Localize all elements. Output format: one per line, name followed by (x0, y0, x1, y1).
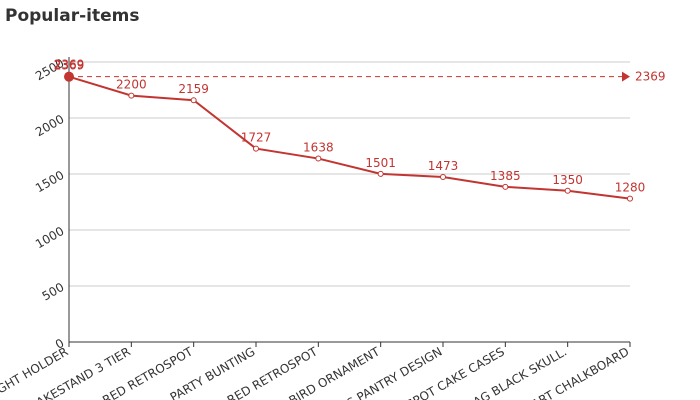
value-label: 2200 (116, 78, 147, 92)
point (440, 174, 446, 181)
value-label: 2369 (54, 59, 85, 73)
y-tick-label: 500 (40, 280, 67, 304)
y-tick-label: 1500 (33, 168, 66, 195)
point (128, 92, 135, 99)
point (627, 195, 633, 202)
point (502, 183, 509, 190)
line (68, 75, 631, 200)
max-point-label: 2369 (54, 58, 85, 72)
value-label: 1501 (365, 156, 396, 170)
point (377, 170, 384, 177)
point (315, 155, 322, 162)
value-label: 1385 (490, 169, 521, 183)
max-line-arrow (622, 71, 630, 82)
y-tick-label: 1000 (33, 224, 66, 251)
value-label: 1727 (241, 131, 272, 145)
chart-title: Popular-items (5, 6, 139, 26)
max-point (64, 71, 74, 82)
max-line-label: 2369 (635, 70, 666, 84)
point (253, 145, 259, 152)
value-label: 1638 (303, 141, 334, 155)
value-label: 2159 (178, 82, 209, 96)
value-label: 1473 (428, 159, 459, 173)
value-label: 1350 (552, 173, 583, 187)
point (190, 97, 197, 104)
point (564, 187, 571, 194)
value-label: 1280 (615, 181, 646, 195)
y-tick-label: 2000 (33, 112, 66, 139)
